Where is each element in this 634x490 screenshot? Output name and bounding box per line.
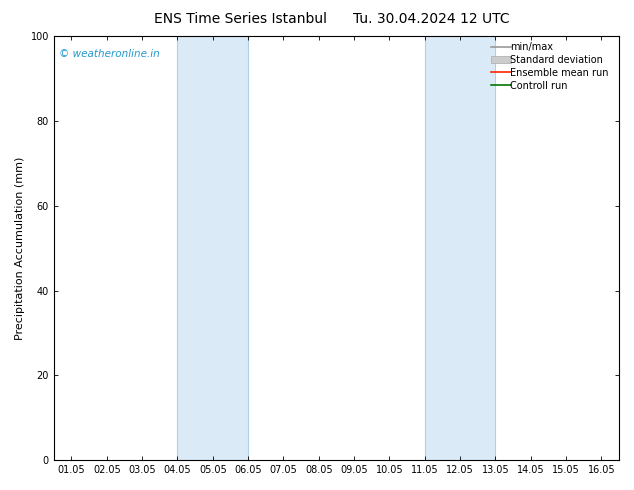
Text: © weatheronline.in: © weatheronline.in bbox=[60, 49, 160, 59]
Text: Tu. 30.04.2024 12 UTC: Tu. 30.04.2024 12 UTC bbox=[353, 12, 510, 26]
Text: ENS Time Series Istanbul: ENS Time Series Istanbul bbox=[155, 12, 327, 26]
Legend: min/max, Standard deviation, Ensemble mean run, Controll run: min/max, Standard deviation, Ensemble me… bbox=[488, 38, 617, 95]
Bar bbox=[178, 36, 248, 460]
Y-axis label: Precipitation Accumulation (mm): Precipitation Accumulation (mm) bbox=[15, 156, 25, 340]
Bar bbox=[425, 36, 495, 460]
